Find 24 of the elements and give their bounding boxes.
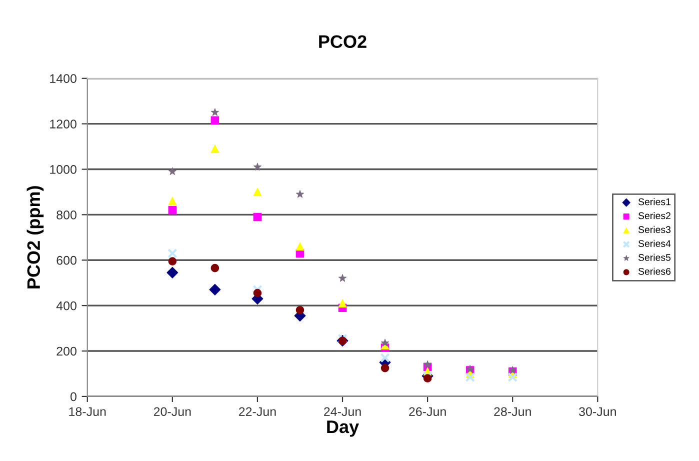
y-tick-label: 1200 — [50, 120, 76, 128]
legend-label: Series6 — [638, 268, 671, 275]
y-tick-label: 800 — [56, 210, 76, 220]
x-tick-label: 30-Jun — [579, 407, 616, 416]
y-tick-label: 200 — [56, 346, 76, 356]
x-tick-label: 22-Jun — [238, 407, 276, 416]
y-tick-label: 400 — [56, 301, 76, 310]
legend-label: Series5 — [638, 254, 671, 261]
legend-label: Series2 — [638, 212, 670, 220]
x-tick-label: 24-Jun — [324, 407, 361, 416]
y-axis-title: PCO2 (ppm) — [26, 186, 44, 288]
x-tick-label: 20-Jun — [154, 407, 191, 416]
x-tick-label: 26-Jun — [409, 407, 446, 416]
y-tick-label: 1400 — [50, 74, 76, 84]
x-tick-label: 28-Jun — [494, 407, 531, 416]
chart-title: PCO2 — [319, 35, 366, 48]
legend-label: Series3 — [638, 226, 671, 234]
legend-label: Series1 — [638, 198, 670, 206]
y-tick-label: 0 — [70, 392, 76, 402]
x-axis-title: Day — [327, 420, 359, 437]
legend-label: Series4 — [638, 240, 671, 247]
y-tick-label: 600 — [56, 256, 76, 265]
y-tick-label: 1000 — [50, 165, 76, 174]
x-tick-label: 18-Jun — [69, 407, 106, 416]
